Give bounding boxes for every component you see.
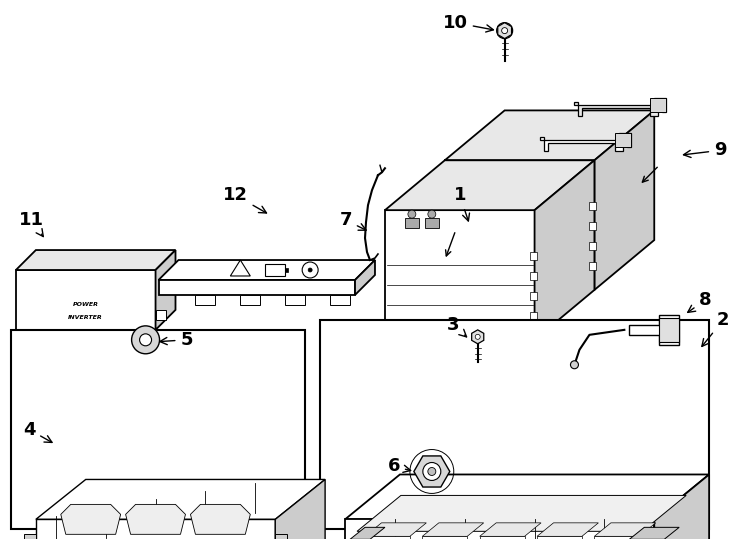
Polygon shape bbox=[350, 528, 385, 539]
Polygon shape bbox=[589, 262, 597, 270]
Polygon shape bbox=[422, 536, 468, 540]
Polygon shape bbox=[330, 295, 350, 305]
Polygon shape bbox=[286, 295, 305, 305]
Polygon shape bbox=[425, 218, 439, 228]
Circle shape bbox=[428, 210, 436, 218]
Polygon shape bbox=[405, 218, 419, 228]
Text: INVERTER: INVERTER bbox=[68, 315, 103, 320]
Polygon shape bbox=[654, 475, 709, 540]
Polygon shape bbox=[240, 295, 261, 305]
Polygon shape bbox=[286, 268, 288, 272]
Text: 4: 4 bbox=[23, 421, 52, 442]
Circle shape bbox=[475, 334, 480, 339]
Polygon shape bbox=[159, 260, 375, 280]
Polygon shape bbox=[480, 523, 541, 536]
Polygon shape bbox=[275, 480, 325, 540]
Polygon shape bbox=[589, 222, 597, 230]
Text: POWER: POWER bbox=[73, 302, 99, 307]
Circle shape bbox=[408, 210, 416, 218]
Polygon shape bbox=[480, 536, 525, 540]
Polygon shape bbox=[529, 272, 537, 280]
Bar bbox=[11, 330, 305, 529]
Polygon shape bbox=[345, 475, 709, 519]
Polygon shape bbox=[24, 534, 36, 540]
Polygon shape bbox=[539, 133, 631, 151]
Polygon shape bbox=[595, 110, 654, 290]
Polygon shape bbox=[659, 318, 679, 342]
Polygon shape bbox=[385, 160, 595, 210]
Text: 7: 7 bbox=[340, 211, 366, 230]
Polygon shape bbox=[629, 315, 679, 345]
Circle shape bbox=[139, 334, 151, 346]
Polygon shape bbox=[36, 519, 275, 540]
Polygon shape bbox=[16, 330, 31, 340]
Polygon shape bbox=[595, 523, 655, 536]
Text: 5: 5 bbox=[160, 331, 193, 349]
Polygon shape bbox=[365, 523, 426, 536]
Polygon shape bbox=[422, 523, 484, 536]
Polygon shape bbox=[355, 260, 375, 295]
Polygon shape bbox=[498, 23, 512, 38]
Text: 11: 11 bbox=[19, 211, 44, 237]
Polygon shape bbox=[537, 523, 598, 536]
Polygon shape bbox=[615, 133, 631, 147]
Polygon shape bbox=[16, 250, 175, 270]
Text: 8: 8 bbox=[688, 291, 712, 313]
Polygon shape bbox=[472, 330, 484, 344]
Polygon shape bbox=[537, 536, 582, 540]
Polygon shape bbox=[16, 270, 156, 330]
Text: 2: 2 bbox=[702, 311, 730, 347]
Polygon shape bbox=[195, 295, 215, 305]
Polygon shape bbox=[156, 250, 175, 330]
Polygon shape bbox=[36, 480, 325, 519]
Text: 3: 3 bbox=[447, 316, 467, 337]
Polygon shape bbox=[126, 504, 186, 534]
Polygon shape bbox=[589, 242, 597, 250]
Polygon shape bbox=[595, 536, 639, 540]
Circle shape bbox=[497, 23, 512, 38]
Polygon shape bbox=[629, 539, 650, 540]
Circle shape bbox=[131, 326, 159, 354]
Circle shape bbox=[308, 268, 312, 272]
Polygon shape bbox=[529, 312, 537, 320]
Polygon shape bbox=[529, 252, 537, 260]
Polygon shape bbox=[345, 519, 654, 540]
Text: 12: 12 bbox=[223, 186, 266, 213]
Polygon shape bbox=[414, 456, 450, 487]
Text: 6: 6 bbox=[388, 457, 410, 476]
Text: 1: 1 bbox=[454, 186, 470, 221]
Polygon shape bbox=[365, 536, 410, 540]
Polygon shape bbox=[650, 98, 666, 112]
Polygon shape bbox=[61, 504, 120, 534]
Polygon shape bbox=[357, 495, 686, 531]
Polygon shape bbox=[275, 534, 287, 540]
Polygon shape bbox=[156, 310, 166, 320]
Polygon shape bbox=[589, 202, 597, 210]
Polygon shape bbox=[445, 160, 595, 290]
Circle shape bbox=[428, 468, 436, 476]
Polygon shape bbox=[385, 210, 534, 340]
Polygon shape bbox=[575, 98, 666, 117]
Polygon shape bbox=[350, 539, 365, 540]
Circle shape bbox=[423, 462, 441, 481]
Text: 9: 9 bbox=[683, 141, 727, 159]
Circle shape bbox=[570, 361, 578, 369]
Polygon shape bbox=[159, 280, 355, 295]
Polygon shape bbox=[445, 110, 654, 160]
Bar bbox=[320, 320, 709, 529]
Circle shape bbox=[501, 28, 508, 33]
Polygon shape bbox=[629, 528, 679, 539]
Polygon shape bbox=[534, 160, 595, 340]
Polygon shape bbox=[529, 292, 537, 300]
Text: 10: 10 bbox=[443, 14, 493, 32]
Polygon shape bbox=[190, 504, 250, 534]
